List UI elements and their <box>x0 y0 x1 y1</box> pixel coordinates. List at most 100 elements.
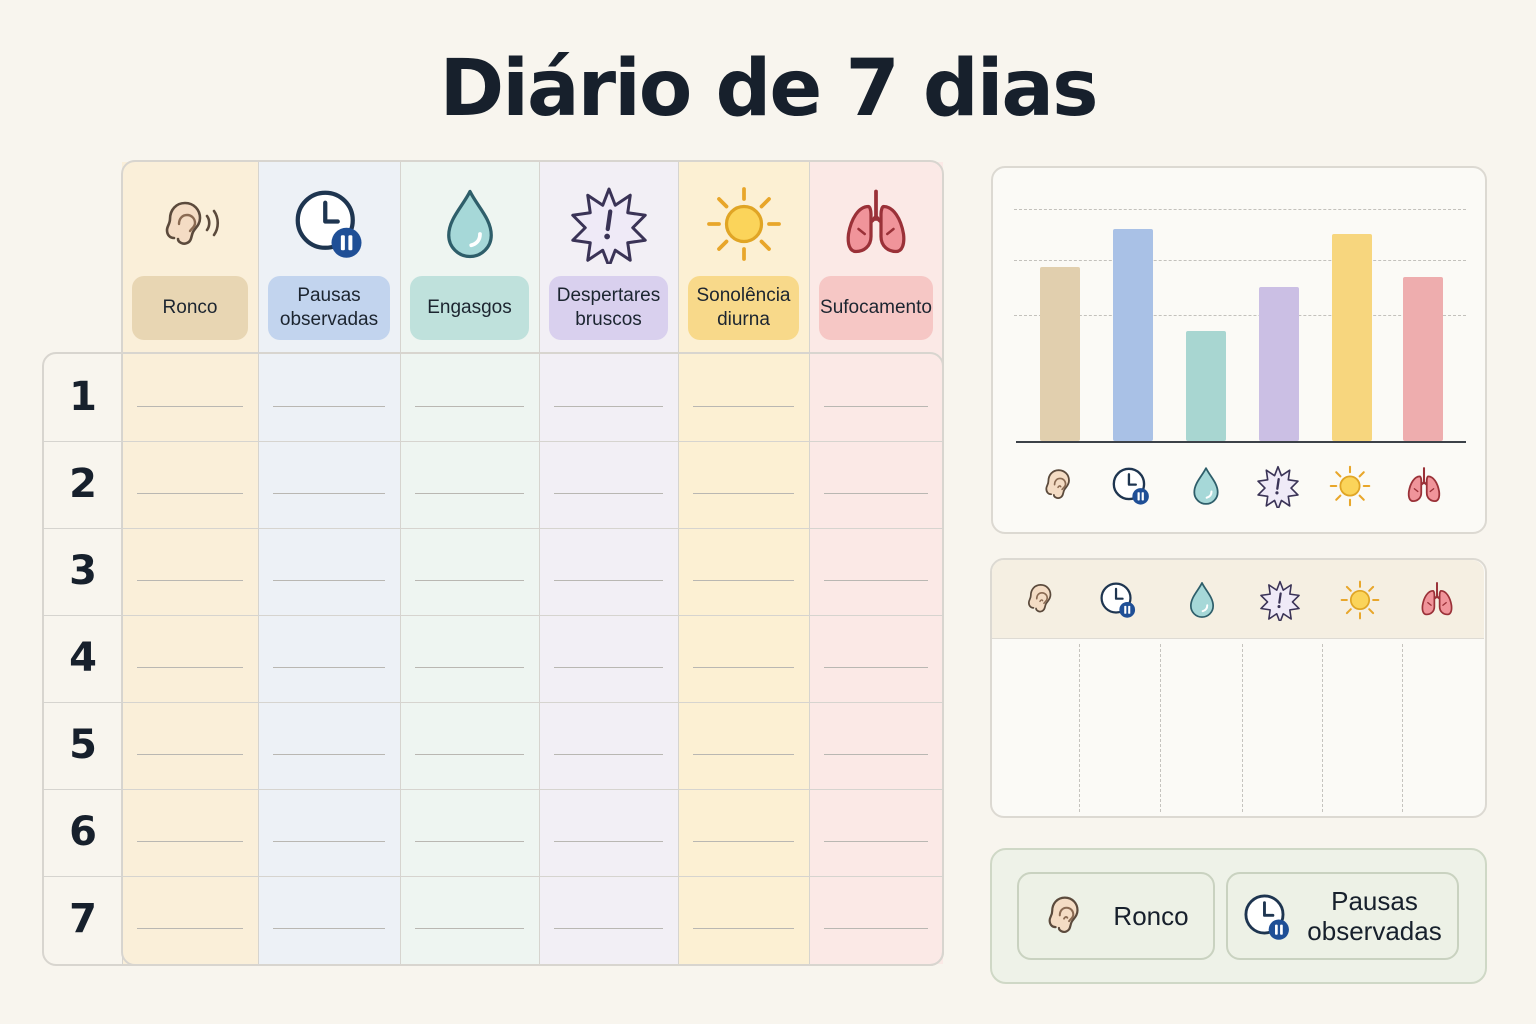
entry-blank-sufocamento[interactable] <box>824 928 928 929</box>
lungs-icon <box>836 184 916 264</box>
clock-pause-icon <box>1109 464 1153 508</box>
water-drop-icon <box>1184 464 1228 508</box>
tally-column-divider <box>1322 644 1323 812</box>
legend-label: Ronco <box>1113 901 1189 931</box>
entry-blank-sonolencia[interactable] <box>693 928 794 929</box>
day-number: 5 <box>69 722 97 768</box>
day-number: 3 <box>69 548 97 594</box>
entry-blank-engasgos[interactable] <box>415 841 524 842</box>
entry-blank-despertares[interactable] <box>554 841 663 842</box>
entry-blank-sufocamento[interactable] <box>824 754 928 755</box>
entry-blank-pausas[interactable] <box>273 841 385 842</box>
entry-blank-pausas[interactable] <box>273 928 385 929</box>
column-sonolencia: Sonolência diurna <box>678 162 809 964</box>
entry-blank-sufocamento[interactable] <box>824 667 928 668</box>
entry-blank-ronco[interactable] <box>137 406 243 407</box>
entry-blank-engasgos[interactable] <box>415 928 524 929</box>
entry-blank-ronco[interactable] <box>137 841 243 842</box>
chart-bar <box>1040 266 1080 441</box>
entry-blank-sonolencia[interactable] <box>693 406 794 407</box>
column-header-ronco: Ronco <box>122 162 258 352</box>
chart-bar <box>1186 330 1226 441</box>
legend-label: Pausas observadas <box>1307 886 1442 946</box>
column-header-pausas: Pausas observadas <box>258 162 400 352</box>
column-header-sonolencia: Sonolência diurna <box>678 162 809 352</box>
entry-blank-sonolencia[interactable] <box>693 754 794 755</box>
alert-burst-icon <box>1256 464 1300 508</box>
chart-gridline <box>1014 260 1466 261</box>
table-column-divider <box>122 354 123 964</box>
ear-icon <box>1036 464 1080 508</box>
page-title: Diário de 7 dias <box>439 44 1098 134</box>
chart-bar <box>1403 277 1443 441</box>
alert-burst-icon <box>1259 579 1301 621</box>
entry-blank-despertares[interactable] <box>554 406 663 407</box>
entry-blank-ronco[interactable] <box>137 754 243 755</box>
entry-blank-sufocamento[interactable] <box>824 841 928 842</box>
day-number: 2 <box>69 461 97 507</box>
entry-blank-despertares[interactable] <box>554 754 663 755</box>
table-row-divider <box>43 789 943 790</box>
table-row-divider <box>43 702 943 703</box>
entry-blank-ronco[interactable] <box>137 667 243 668</box>
entry-blank-despertares[interactable] <box>554 667 663 668</box>
clock-pause-icon <box>1240 890 1294 944</box>
clock-pause-icon <box>1097 579 1139 621</box>
day-number: 7 <box>69 896 97 942</box>
column-header-despertares: Despertares bruscos <box>539 162 678 352</box>
legend-item-ronco: Ronco <box>1017 872 1215 960</box>
entry-blank-engasgos[interactable] <box>415 754 524 755</box>
tally-column-divider <box>1242 644 1243 812</box>
entry-blank-sonolencia[interactable] <box>693 841 794 842</box>
entry-blank-engasgos[interactable] <box>415 493 524 494</box>
table-row-divider <box>43 615 943 616</box>
day-number: 4 <box>69 635 97 681</box>
column-label-despertares: Despertares bruscos <box>549 276 668 340</box>
entry-blank-pausas[interactable] <box>273 493 385 494</box>
entry-blank-sonolencia[interactable] <box>693 667 794 668</box>
entry-blank-despertares[interactable] <box>554 928 663 929</box>
table-row-divider <box>43 441 943 442</box>
column-engasgos: Engasgos <box>400 162 539 964</box>
column-label-sonolencia: Sonolência diurna <box>688 276 799 340</box>
entry-blank-engasgos[interactable] <box>415 580 524 581</box>
entry-blank-engasgos[interactable] <box>415 667 524 668</box>
day-number: 6 <box>69 809 97 855</box>
chart-bar <box>1332 233 1372 441</box>
entry-blank-despertares[interactable] <box>554 580 663 581</box>
entry-blank-sufocamento[interactable] <box>824 580 928 581</box>
column-label-pausas: Pausas observadas <box>268 276 390 340</box>
entry-blank-ronco[interactable] <box>137 928 243 929</box>
entry-blank-engasgos[interactable] <box>415 406 524 407</box>
chart-gridline <box>1014 315 1466 316</box>
entry-blank-pausas[interactable] <box>273 580 385 581</box>
tally-header <box>992 560 1484 638</box>
column-pausas: Pausas observadas <box>258 162 400 964</box>
table-column-divider <box>400 162 401 964</box>
ear-icon <box>1019 579 1061 621</box>
entry-blank-pausas[interactable] <box>273 754 385 755</box>
entry-blank-ronco[interactable] <box>137 493 243 494</box>
entry-blank-pausas[interactable] <box>273 406 385 407</box>
column-header-sufocamento: Sufocamento <box>809 162 943 352</box>
tally-column-divider <box>1160 644 1161 812</box>
entry-blank-ronco[interactable] <box>137 580 243 581</box>
entry-blank-pausas[interactable] <box>273 667 385 668</box>
table-column-divider <box>678 162 679 964</box>
table-column-divider <box>809 162 810 964</box>
clock-pause-icon <box>289 184 369 264</box>
table-row-divider <box>43 876 943 877</box>
entry-blank-despertares[interactable] <box>554 493 663 494</box>
chart-gridline <box>1014 209 1466 210</box>
chart-x-axis <box>1016 441 1466 443</box>
column-despertares: Despertares bruscos <box>539 162 678 964</box>
legend-item-pausas: Pausas observadas <box>1226 872 1459 960</box>
column-label-sufocamento: Sufocamento <box>819 276 933 340</box>
entry-blank-sonolencia[interactable] <box>693 580 794 581</box>
entry-blank-sufocamento[interactable] <box>824 406 928 407</box>
tally-column-divider <box>1079 644 1080 812</box>
entry-blank-sonolencia[interactable] <box>693 493 794 494</box>
column-header-engasgos: Engasgos <box>400 162 539 352</box>
entry-blank-sufocamento[interactable] <box>824 493 928 494</box>
sun-icon <box>1339 579 1381 621</box>
